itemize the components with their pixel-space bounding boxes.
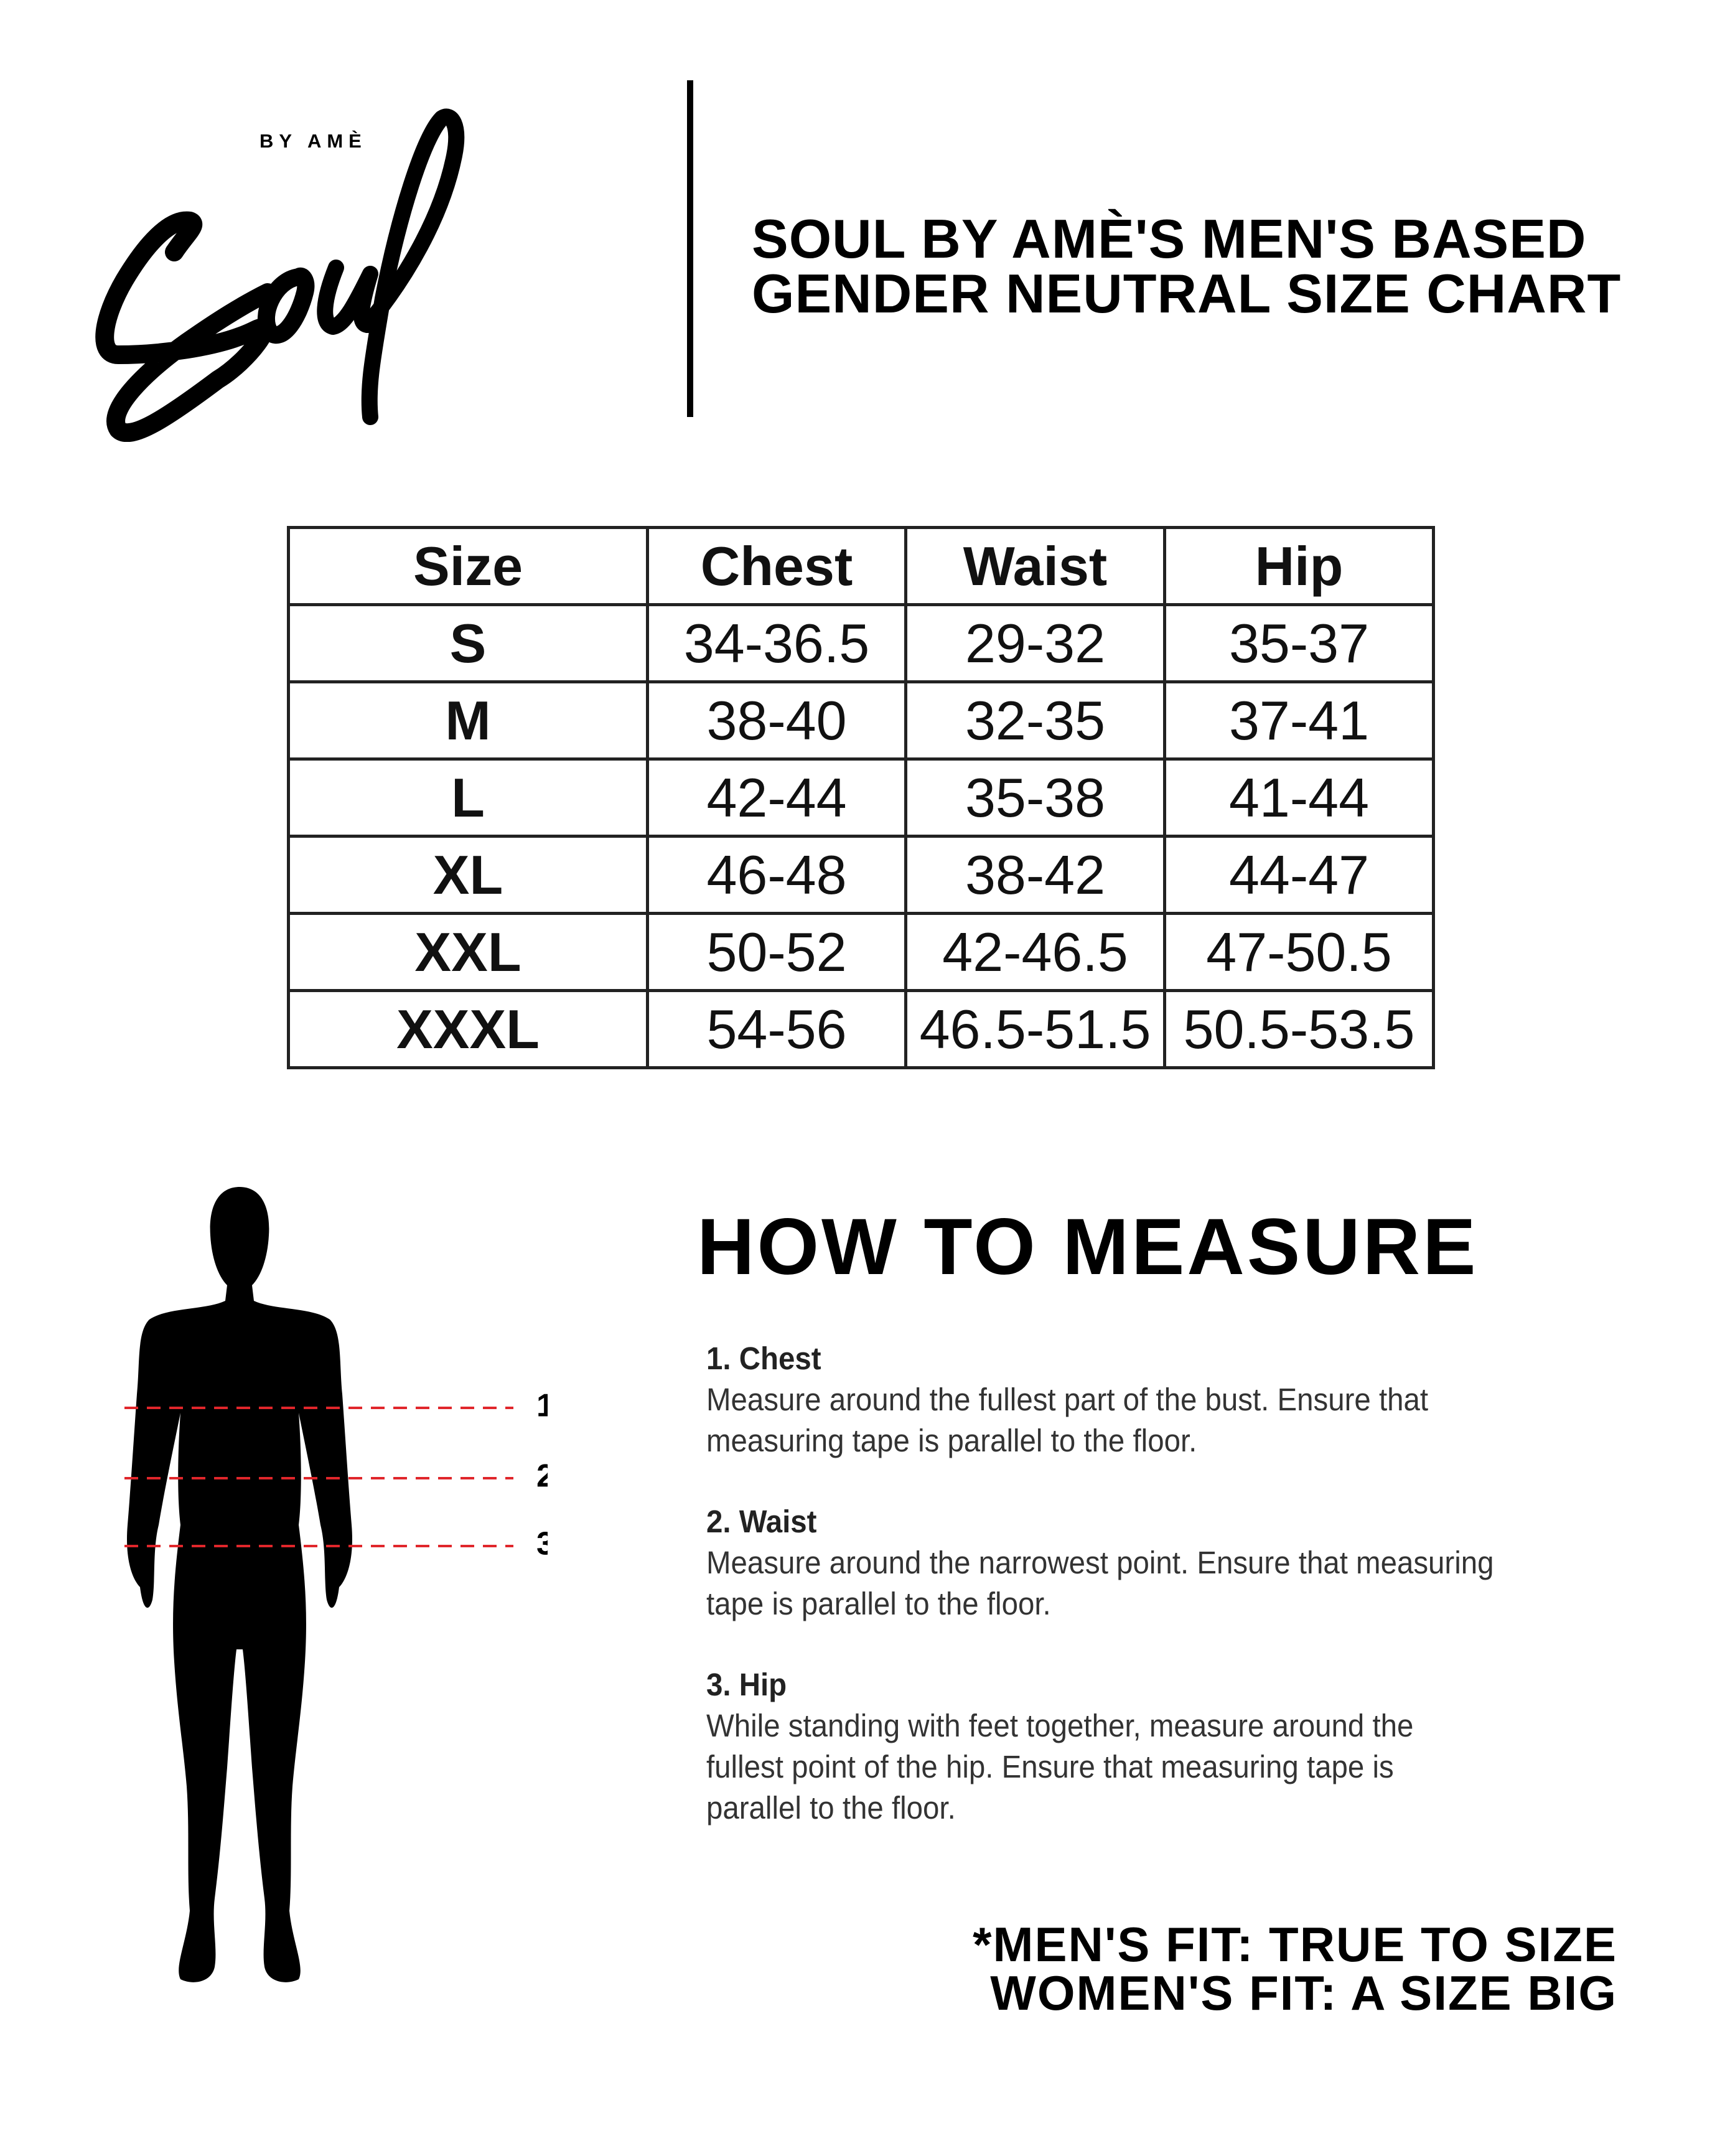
hip-cell: 47-50.5: [1163, 912, 1435, 992]
chest-cell: 38-40: [646, 680, 907, 761]
table-row: XL 46-48 38-42 44-47: [287, 835, 1435, 915]
marker-number-1: 1: [536, 1388, 548, 1424]
fit-note-men: *MEN'S FIT: TRUE TO SIZE: [973, 1917, 1617, 1972]
marker-number-3: 3: [536, 1526, 548, 1562]
fit-note-women: WOMEN'S FIT: A SIZE BIG: [990, 1966, 1617, 2020]
hip-cell: 50.5-53.5: [1163, 989, 1435, 1069]
size-cell: S: [287, 603, 649, 683]
instruction-text: fullest point of the hip. Ensure that me…: [706, 1749, 1394, 1784]
chest-cell: 50-52: [646, 912, 907, 992]
page-title: SOUL BY AMÈ'S MEN'S BASED GENDER NEUTRAL…: [752, 212, 1621, 321]
instruction-heading: 3. Hip: [706, 1667, 787, 1702]
instruction-item: 3. Hip While standing with feet together,…: [706, 1664, 1640, 1829]
size-chart-table: Size Chest Waist Hip S 34-36.5 29-32 35-37 M…: [287, 526, 1435, 1069]
instruction-text: measuring tape is parallel to the floor.: [706, 1423, 1197, 1458]
waist-cell: 46.5-51.5: [904, 989, 1166, 1069]
table-row: L 42-44 35-38 41-44: [287, 757, 1435, 838]
header-size: Size: [287, 526, 649, 606]
size-cell: XL: [287, 835, 649, 915]
size-cell: L: [287, 757, 649, 838]
waist-cell: 35-38: [904, 757, 1166, 838]
silhouette: [127, 1187, 352, 1982]
title-line-2: GENDER NEUTRAL SIZE CHART: [752, 263, 1622, 324]
chest-cell: 34-36.5: [646, 603, 907, 683]
brand-logo: BY AMÈ: [95, 108, 465, 442]
instruction-heading: 2. Waist: [706, 1504, 817, 1539]
title-line-1: SOUL BY AMÈ'S MEN'S BASED: [752, 208, 1587, 270]
hip-cell: 35-37: [1163, 603, 1435, 683]
chest-cell: 42-44: [646, 757, 907, 838]
instruction-text: Measure around the narrowest point. Ensu…: [706, 1545, 1494, 1580]
table-header-row: Size Chest Waist Hip: [287, 526, 1435, 606]
table-row: XXXL 54-56 46.5-51.5 50.5-53.5: [287, 989, 1435, 1069]
instruction-text: tape is parallel to the floor.: [706, 1586, 1051, 1621]
table-row: M 38-40 32-35 37-41: [287, 680, 1435, 761]
body-silhouette-figure: 1 2 3: [124, 1187, 548, 1982]
header-waist: Waist: [904, 526, 1166, 606]
waist-cell: 29-32: [904, 603, 1166, 683]
chest-cell: 46-48: [646, 835, 907, 915]
size-cell: M: [287, 680, 649, 761]
logo-tagline: BY AMÈ: [259, 130, 367, 152]
marker-number-2: 2: [536, 1458, 548, 1494]
waist-cell: 42-46.5: [904, 912, 1166, 992]
instruction-text: parallel to the floor.: [706, 1790, 956, 1826]
header-hip: Hip: [1163, 526, 1435, 606]
hip-cell: 44-47: [1163, 835, 1435, 915]
chest-cell: 54-56: [646, 989, 907, 1069]
instruction-heading: 1. Chest: [706, 1341, 821, 1376]
header-divider: [687, 80, 693, 417]
instruction-item: 1. Chest Measure around the fullest part …: [706, 1338, 1640, 1461]
hip-cell: 37-41: [1163, 680, 1435, 761]
waist-cell: 32-35: [904, 680, 1166, 761]
size-cell: XXL: [287, 912, 649, 992]
header-chest: Chest: [646, 526, 907, 606]
waist-cell: 38-42: [904, 835, 1166, 915]
hip-cell: 41-44: [1163, 757, 1435, 838]
table-row: S 34-36.5 29-32 35-37: [287, 603, 1435, 683]
instruction-text: While standing with feet together, measu…: [706, 1708, 1414, 1743]
instruction-item: 2. Waist Measure around the narrowest poi…: [706, 1501, 1640, 1624]
how-to-measure-title: HOW TO MEASURE: [697, 1202, 1479, 1291]
table-row: XXL 50-52 42-46.5 47-50.5: [287, 912, 1435, 992]
instruction-text: Measure around the fullest part of the b…: [706, 1382, 1429, 1417]
size-cell: XXXL: [287, 989, 649, 1069]
fit-note: *MEN'S FIT: TRUE TO SIZE WOMEN'S FIT: A …: [973, 1920, 1617, 2017]
